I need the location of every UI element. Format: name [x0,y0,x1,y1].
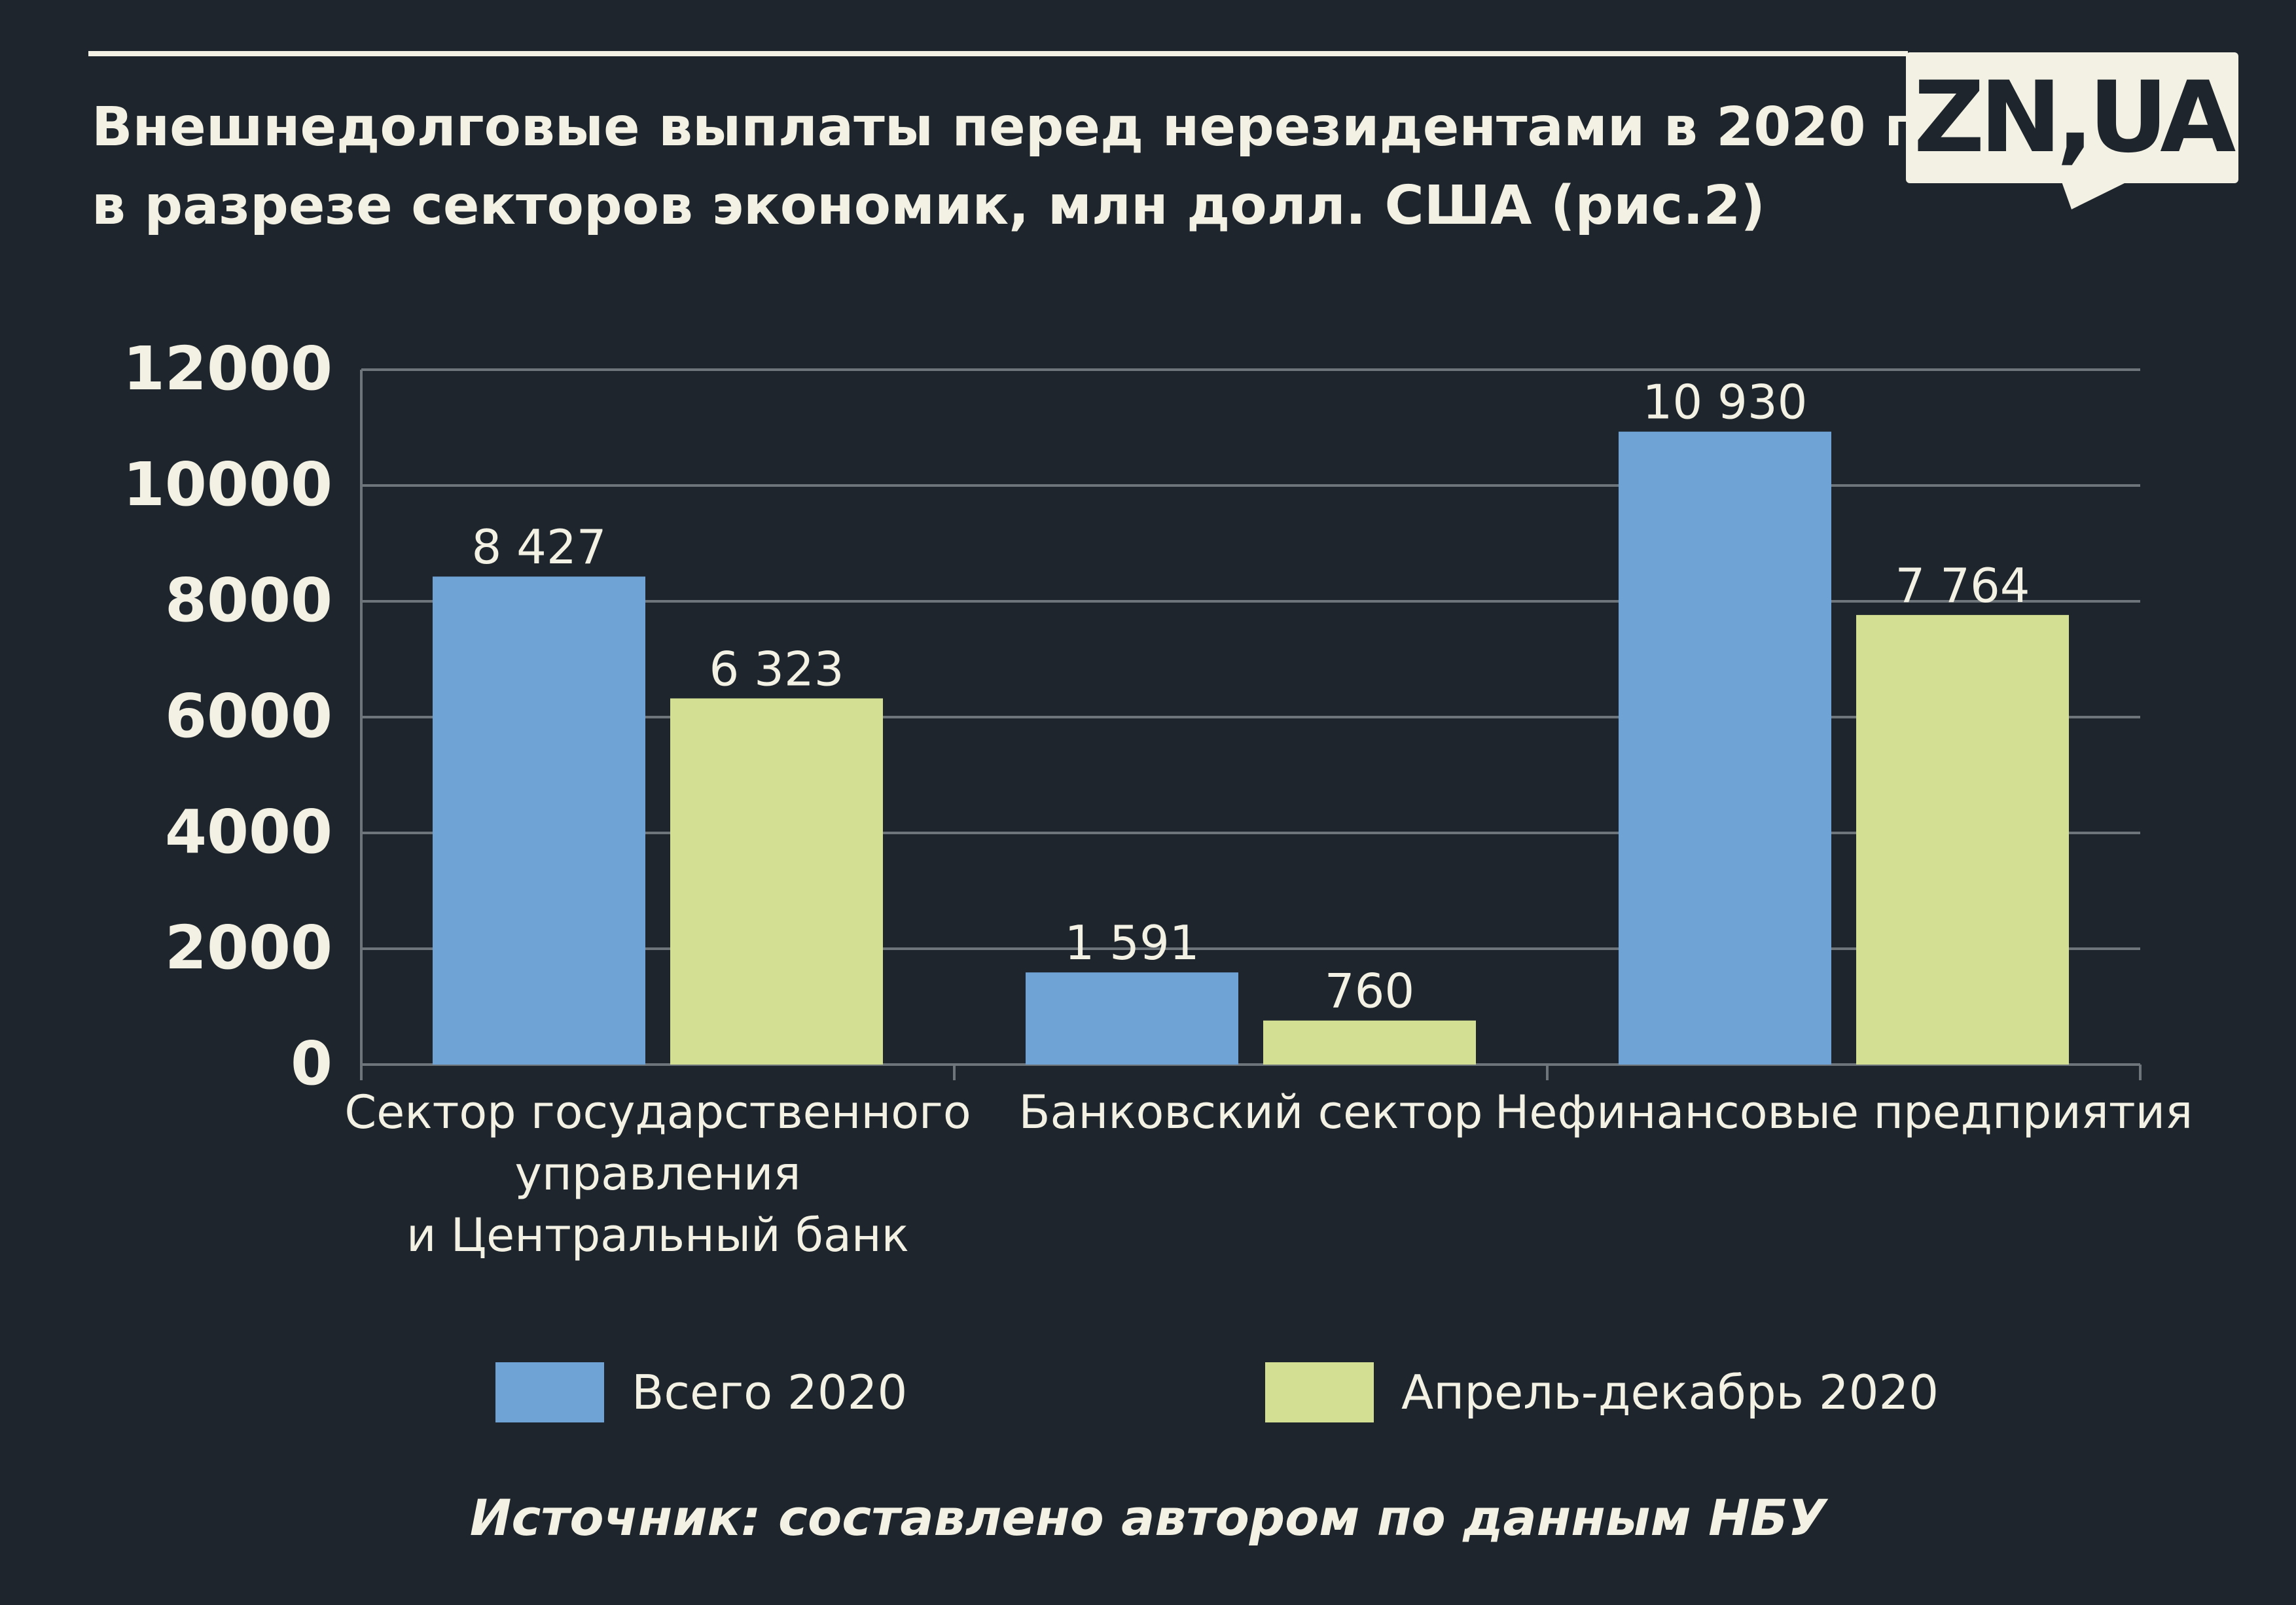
bar-chart: 0 2000 4000 6000 8000 10000 12000 8 427 6 323 Сек… [123,334,2193,1262]
y-tick-label: 8000 [165,565,332,635]
y-tick-label: 2000 [165,913,332,983]
data-label-total: 10 930 [1643,375,1808,430]
category-label: управления [515,1147,801,1201]
title-line-2: в разрезе секторов экономик, млн долл. С… [92,175,1765,237]
bar-apr-dec [1856,614,2069,1065]
category-label: Банковский сектор [1019,1085,1483,1139]
chart-title: Внешнедолговые выплаты перед нерезидента… [92,88,1933,245]
category-label: Нефинансовые предприятия [1495,1085,2193,1139]
legend-swatch-total [495,1362,604,1422]
legend-label-apr-dec: Апрель-декабрь 2020 [1401,1364,1939,1420]
bar-apr-dec [1263,1020,1476,1065]
zn-ua-logo: ZN,UA [1906,52,2238,183]
legend-item-apr-dec: Апрель-декабрь 2020 [1265,1361,1939,1423]
data-label-apr-dec: 760 [1325,964,1414,1019]
bar-total [1026,972,1238,1065]
y-tick-label: 4000 [165,797,332,867]
bar-total [433,576,645,1065]
y-tick-label: 0 [291,1029,332,1099]
bar-total [1619,431,1831,1065]
title-line-1: Внешнедолговые выплаты перед нерезидента… [92,96,1933,158]
data-label-apr-dec: 7 764 [1895,558,2030,613]
top-rule [88,51,1908,56]
data-label-total: 8 427 [471,520,606,574]
y-tick-label: 12000 [123,334,332,404]
source-note: Источник: составлено автором по данным Н… [469,1489,1827,1547]
logo-text: ZN,UA [1913,61,2236,175]
logo-speech-tail [2062,182,2127,209]
data-label-total: 1 591 [1064,915,1199,970]
data-label-apr-dec: 6 323 [709,641,844,696]
legend: Всего 2020 Апрель-декабрь 2020 [0,1361,2296,1423]
y-tick-label: 6000 [165,681,332,751]
legend-label-total: Всего 2020 [632,1364,908,1420]
bar-apr-dec [670,698,883,1065]
category-label: Сектор государственного [344,1085,971,1139]
y-tick-label: 10000 [123,450,332,520]
legend-swatch-apr-dec [1265,1362,1374,1422]
category-label: и Центральный банк [406,1208,909,1262]
legend-item-total: Всего 2020 [495,1361,907,1423]
